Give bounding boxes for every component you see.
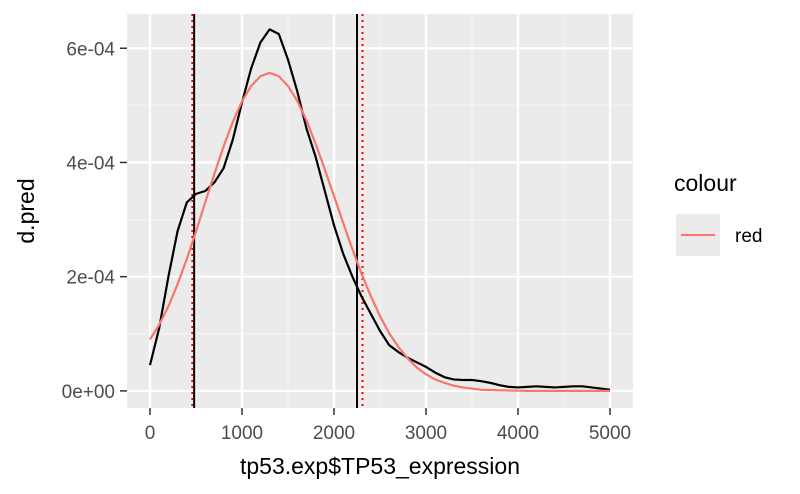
y-axis-title: d.pred [13,178,39,243]
density-curves [148,28,611,392]
density-curve-red [149,71,610,392]
x-tick-label: 2000 [313,423,355,444]
x-tick-label: 3000 [405,423,447,444]
x-axis-title: tp53.exp$TP53_expression [240,453,520,479]
legend-title: colour [674,170,737,196]
y-tick-label: 6e-04 [66,39,115,60]
grid-major [127,14,633,408]
y-axis: 0e+00 2e-04 4e-04 6e-04 [62,39,127,403]
x-tick-label: 1000 [221,423,263,444]
x-axis: 0 1000 2000 3000 4000 5000 [145,408,631,444]
x-tick-label: 4000 [497,423,539,444]
density-curve-black [148,28,611,391]
reference-lines [191,14,364,408]
x-tick-label: 5000 [589,423,631,444]
y-tick-label: 2e-04 [66,268,115,289]
legend-label-red: red [735,226,762,247]
y-tick-label: 0e+00 [62,382,115,403]
y-tick-label: 4e-04 [66,153,115,174]
grid-minor [127,14,633,408]
legend: colour red [674,170,762,256]
x-tick-label: 0 [145,423,156,444]
